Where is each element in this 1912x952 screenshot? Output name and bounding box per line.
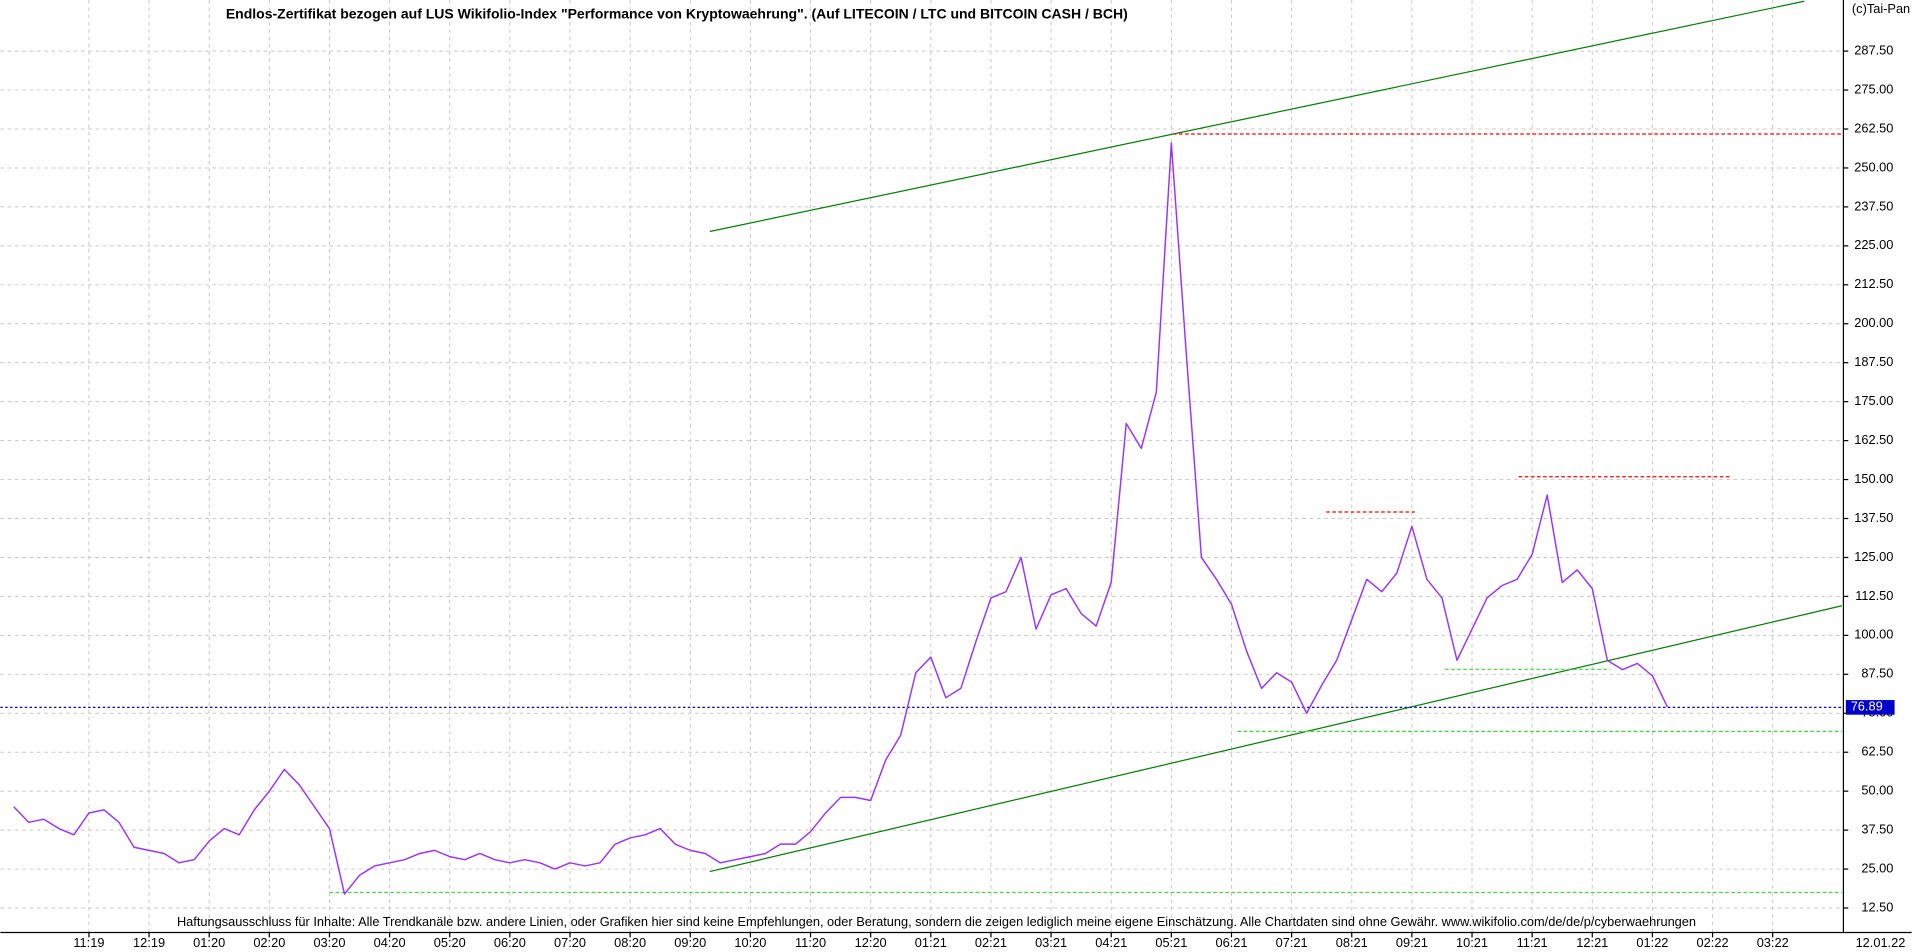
y-tick-label: 100.00: [1854, 627, 1893, 642]
chart-title: Endlos-Zertifikat bezogen auf LUS Wikifo…: [226, 5, 1128, 21]
x-tick-label: 11:20: [795, 935, 826, 950]
y-tick-label: 125.00: [1854, 549, 1893, 564]
x-tick-label: 12:21: [1576, 935, 1608, 950]
x-tick-label: 02:22: [1697, 935, 1729, 950]
y-tick-label: 225.00: [1854, 237, 1893, 252]
y-tick-label: 262.50: [1854, 120, 1893, 135]
x-tick-label: 09:20: [674, 935, 706, 950]
y-tick-label: 237.50: [1854, 198, 1893, 213]
y-tick-label: 150.00: [1854, 471, 1893, 486]
x-tick-label: 02:21: [975, 935, 1007, 950]
marks: [0, 0, 1844, 895]
x-tick-label: 01:22: [1636, 935, 1668, 950]
x-tick-label: 01:20: [193, 935, 225, 950]
x-tick-label: 08:20: [614, 935, 646, 950]
last-value-label: 76.89: [1851, 699, 1883, 714]
x-tick-label: 03:22: [1757, 935, 1789, 950]
y-tick-label: 187.50: [1854, 354, 1893, 369]
y-tick-label: 112.50: [1855, 588, 1893, 603]
x-tick-label: 08:21: [1336, 935, 1368, 950]
y-tick-label: 175.00: [1854, 393, 1893, 408]
disclaimer: Haftungsausschluss für Inhalte: Alle Tre…: [177, 914, 1696, 929]
reference-line: [709, 0, 1805, 233]
y-tick-label: 137.50: [1854, 510, 1893, 525]
y-tick-label: 37.50: [1861, 821, 1893, 836]
y-tick-label: 287.50: [1854, 42, 1893, 57]
y-tick-label: 87.50: [1861, 666, 1893, 681]
x-tick-label: 06:20: [494, 935, 526, 950]
copyright: (c)Tai-Pan: [1852, 1, 1910, 16]
x-tick-label: 11:19: [73, 935, 104, 950]
x-tick-label: 03:20: [313, 935, 345, 950]
x-tick-label: 10:20: [734, 935, 766, 950]
x-tick-label: 02:20: [253, 935, 285, 950]
x-tick-label: 04:20: [374, 935, 406, 950]
x-tick-label: 05:20: [434, 935, 466, 950]
y-tick-label: 275.00: [1854, 81, 1893, 96]
reference-line: [709, 605, 1842, 873]
x-tick-label: 05:21: [1155, 935, 1187, 950]
grid: [0, 0, 1844, 933]
x-tick-label: 12:20: [855, 935, 887, 950]
y-tick-label: 212.50: [1854, 276, 1893, 291]
y-tick-label: 50.00: [1861, 783, 1893, 798]
y-tick-label: 250.00: [1854, 159, 1893, 174]
x-tick-label: 06:21: [1215, 935, 1247, 950]
y-tick-label: 25.00: [1861, 860, 1893, 875]
price-line: [13, 142, 1669, 895]
x-tick-label: 01:21: [915, 935, 947, 950]
y-tick-label: 62.50: [1861, 744, 1893, 759]
y-tick-label: 162.50: [1854, 432, 1893, 447]
x-tick-label: 04:21: [1095, 935, 1127, 950]
x-tick-label: 12:19: [133, 935, 165, 950]
x-tick-label: 09:21: [1396, 935, 1428, 950]
x-tick-label: 10:21: [1456, 935, 1488, 950]
last-value-box: [1845, 700, 1895, 715]
x-tick-label: 07:20: [554, 935, 586, 950]
y-tick-label: 12.50: [1861, 899, 1893, 914]
x-tick-label: 07:21: [1276, 935, 1308, 950]
x-tick-label: 11:21: [1517, 935, 1548, 950]
date-label: 12.01.22: [1856, 935, 1906, 950]
y-tick-label: 200.00: [1854, 315, 1893, 330]
x-tick-label: 03:21: [1035, 935, 1067, 950]
